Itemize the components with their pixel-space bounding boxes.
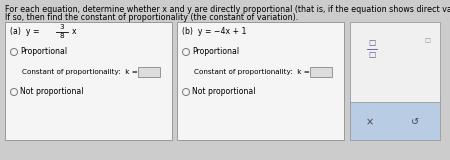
Text: □: □ [369,50,376,59]
Text: Not proportional: Not proportional [192,88,256,96]
Text: 3: 3 [60,24,64,30]
Text: Proportional: Proportional [192,48,239,56]
Text: □: □ [424,38,430,43]
Text: For each equation, determine whether x and y are directly proportional (that is,: For each equation, determine whether x a… [5,5,450,14]
Text: Proportional: Proportional [20,48,67,56]
Text: Not proportional: Not proportional [20,88,84,96]
Text: (b)  y = −4x + 1: (b) y = −4x + 1 [182,27,247,36]
FancyBboxPatch shape [310,67,332,77]
FancyBboxPatch shape [350,22,440,105]
Text: ×: × [366,117,374,127]
Text: (a)  y =: (a) y = [10,27,40,36]
FancyBboxPatch shape [5,22,172,140]
Text: Constant of proportionality:  k =: Constant of proportionality: k = [194,69,310,75]
Text: ↺: ↺ [411,117,419,127]
FancyBboxPatch shape [138,67,160,77]
FancyBboxPatch shape [350,102,440,140]
FancyBboxPatch shape [177,22,344,140]
Text: x: x [72,27,76,36]
Text: 8: 8 [60,33,64,39]
Text: If so, then find the constant of proportionality (the constant of variation).: If so, then find the constant of proport… [5,13,298,22]
Text: □: □ [369,38,376,47]
Text: Constant of proportionality:  k =: Constant of proportionality: k = [22,69,138,75]
